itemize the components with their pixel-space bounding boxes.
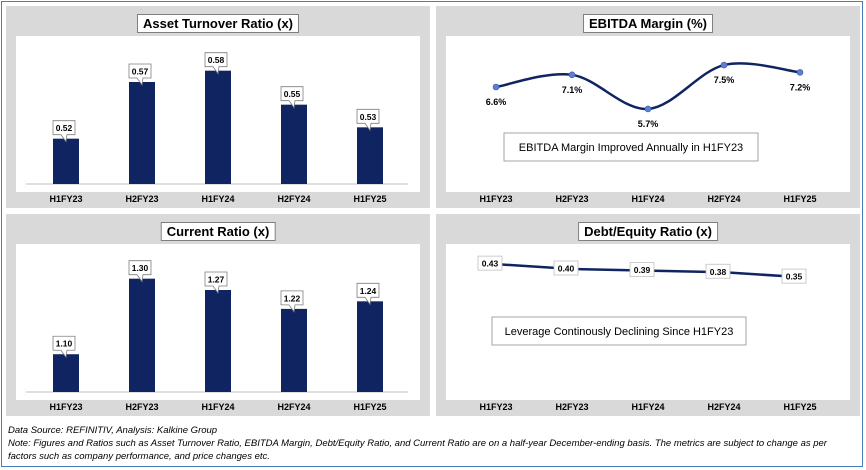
asset-turnover-bar-h1fy24: [205, 70, 231, 184]
ebitda-margin-data-label-4: 7.2%: [790, 82, 811, 92]
asset-turnover-bar-h2fy23: [129, 82, 155, 184]
current-ratio-bar-h1fy25: [357, 301, 383, 392]
svg-text:0.39: 0.39: [634, 265, 651, 275]
svg-text:EBITDA Margin Improved Annuall: EBITDA Margin Improved Annually in H1FY2…: [519, 142, 743, 154]
ebitda-margin-x-tick-2: H1FY24: [631, 194, 664, 204]
ebitda-margin-point-h2fy23: [568, 71, 576, 79]
current-ratio-bar-h1fy23: [53, 354, 79, 392]
ebitda-margin-point-h1fy23: [492, 83, 500, 91]
footer: Data Source: REFINITIV, Analysis: Kalkin…: [8, 424, 858, 463]
asset-turnover-x-tick-2: H1FY24: [201, 194, 234, 204]
asset-turnover-bar-h2fy24: [281, 104, 307, 184]
current-ratio-title: Current Ratio (x): [160, 222, 276, 241]
ebitda-margin-note-box: EBITDA Margin Improved Annually in H1FY2…: [503, 132, 759, 162]
asset-turnover-bar-h1fy23: [53, 138, 79, 184]
svg-text:1.10: 1.10: [56, 339, 73, 349]
svg-text:0.58: 0.58: [208, 55, 225, 65]
current-ratio-bar-h2fy23: [129, 278, 155, 392]
current-ratio-data-label-3: 1.22: [280, 290, 304, 313]
ebitda-margin-data-label-3: 7.5%: [714, 75, 735, 85]
svg-text:0.53: 0.53: [360, 112, 377, 122]
debt-equity-x-tick-4: H1FY25: [783, 402, 816, 412]
ebitda-margin-point-h1fy25: [796, 69, 804, 76]
ebitda-margin-data-label-1: 7.1%: [562, 85, 583, 95]
ebitda-margin-point-h2fy24: [720, 61, 728, 69]
debt-equity-x-tick-3: H2FY24: [707, 402, 740, 412]
current-ratio-data-label-0: 1.10: [52, 335, 76, 359]
current-ratio-data-label-2: 1.27: [204, 271, 228, 295]
asset-turnover-data-label-1: 0.57: [128, 63, 152, 87]
asset-turnover-bar-h1fy25: [357, 127, 383, 184]
current-ratio-bar-h1fy24: [205, 290, 231, 392]
svg-text:0.43: 0.43: [482, 259, 499, 269]
debt-equity-x-tick-2: H1FY24: [631, 402, 664, 412]
svg-text:1.24: 1.24: [360, 286, 377, 296]
ebitda-margin-x-tick-4: H1FY25: [783, 194, 816, 204]
note-text: Note: Figures and Ratios such as Asset T…: [8, 438, 827, 462]
current-ratio-x-tick-2: H1FY24: [201, 402, 234, 412]
ebitda-margin-data-label-0: 6.6%: [486, 97, 507, 107]
svg-text:Leverage Continously Declining: Leverage Continously Declining Since H1F…: [505, 326, 734, 338]
ebitda-margin-point-h1fy24: [644, 105, 652, 113]
debt-equity-x-tick-1: H2FY23: [555, 402, 588, 412]
asset-turnover-x-tick-0: H1FY23: [49, 194, 82, 204]
current-ratio-x-tick-4: H1FY25: [353, 402, 386, 412]
current-ratio-bar-h2fy24: [281, 308, 307, 392]
svg-text:1.22: 1.22: [284, 293, 301, 303]
current-ratio-panel: Current Ratio (x) 1.10 H1FY23 1.30 H2FY23 1.…: [6, 214, 430, 416]
asset-turnover-x-tick-3: H2FY24: [277, 194, 310, 204]
asset-turnover-chart: 0.52 H1FY23 0.57 H2FY23 0.58 H1FY24 0.55 H2FY24…: [26, 52, 408, 204]
ebitda-margin-x-tick-1: H2FY23: [555, 194, 588, 204]
debt-equity-data-label-2: 0.39: [629, 262, 655, 278]
current-ratio-x-tick-0: H1FY23: [49, 402, 82, 412]
current-ratio-data-label-1: 1.30: [128, 260, 152, 283]
current-ratio-chart: 1.10 H1FY23 1.30 H2FY23 1.27 H1FY24 1.22 H2FY24…: [26, 260, 408, 412]
svg-text:0.55: 0.55: [284, 89, 301, 99]
debt-equity-title: Debt/Equity Ratio (x): [578, 222, 718, 241]
asset-turnover-title: Asset Turnover Ratio (x): [136, 14, 300, 33]
debt-equity-x-tick-0: H1FY23: [479, 402, 512, 412]
asset-turnover-x-tick-1: H2FY23: [125, 194, 158, 204]
svg-text:0.52: 0.52: [56, 123, 73, 133]
svg-text:1.27: 1.27: [208, 275, 225, 285]
debt-equity-data-label-4: 0.35: [781, 268, 807, 284]
ebitda-margin-plot-area: [446, 36, 850, 192]
svg-text:0.57: 0.57: [132, 67, 149, 77]
current-ratio-data-label-4: 1.24: [356, 282, 380, 306]
asset-turnover-data-label-3: 0.55: [280, 86, 304, 109]
ebitda-margin-panel: EBITDA Margin (%) 6.6% H1FY23 7.1% H2FY23 5.…: [436, 6, 860, 208]
ebitda-margin-x-tick-3: H2FY24: [707, 194, 740, 204]
data-source-text: Data Source: REFINITIV, Analysis: Kalkin…: [8, 425, 218, 436]
asset-turnover-data-label-2: 0.58: [204, 52, 228, 75]
svg-text:0.35: 0.35: [786, 272, 803, 282]
debt-equity-note-box: Leverage Continously Declining Since H1F…: [491, 316, 747, 346]
debt-equity-data-label-1: 0.40: [553, 260, 579, 276]
ebitda-margin-title: EBITDA Margin (%): [583, 14, 713, 33]
asset-turnover-panel: Asset Turnover Ratio (x) 0.52 H1FY23 0.57 H…: [6, 6, 430, 208]
current-ratio-x-tick-1: H2FY23: [125, 402, 158, 412]
asset-turnover-data-label-0: 0.52: [52, 120, 76, 143]
asset-turnover-x-tick-4: H1FY25: [353, 194, 386, 204]
svg-text:0.40: 0.40: [558, 264, 575, 274]
ebitda-margin-chart: 6.6% H1FY23 7.1% H2FY23 5.7% H1FY24 7.5% H2FY24…: [479, 61, 817, 204]
debt-equity-data-label-0: 0.43: [477, 255, 503, 271]
ebitda-margin-series-line: [495, 62, 801, 111]
debt-equity-data-label-3: 0.38: [705, 263, 731, 279]
svg-text:1.30: 1.30: [132, 263, 149, 273]
ebitda-margin-x-tick-0: H1FY23: [479, 194, 512, 204]
debt-equity-panel: Debt/Equity Ratio (x) 0.43 H1FY23 0.40 H2FY…: [436, 214, 860, 416]
current-ratio-x-tick-3: H2FY24: [277, 402, 310, 412]
svg-text:0.38: 0.38: [710, 267, 727, 277]
debt-equity-chart: 0.43 H1FY23 0.40 H2FY23 0.39 H1FY24 0.38 H2FY24…: [477, 255, 817, 412]
asset-turnover-data-label-4: 0.53: [356, 108, 380, 132]
ebitda-margin-data-label-2: 5.7%: [638, 119, 659, 129]
